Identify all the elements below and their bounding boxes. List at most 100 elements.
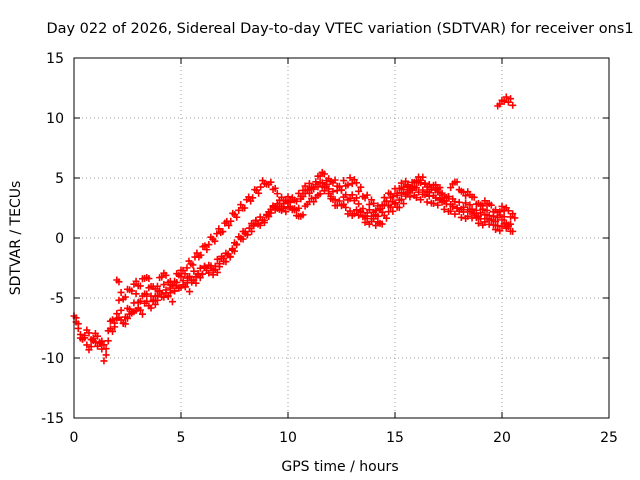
data-point	[193, 249, 201, 257]
data-point	[171, 287, 179, 295]
data-point	[205, 241, 213, 249]
x-tick-label: 20	[493, 430, 511, 446]
data-point	[209, 271, 217, 279]
data-point	[237, 235, 245, 243]
data-point	[297, 193, 305, 201]
data-point	[249, 194, 257, 202]
data-point	[79, 335, 87, 343]
data-point	[113, 310, 121, 318]
data-point	[504, 221, 512, 229]
data-point	[500, 220, 508, 228]
data-point	[196, 264, 204, 272]
data-point	[395, 184, 403, 192]
data-point	[447, 184, 455, 192]
data-point	[380, 194, 388, 202]
data-point	[211, 237, 219, 245]
data-point	[331, 176, 339, 184]
data-point	[342, 204, 350, 212]
data-point	[453, 178, 461, 186]
data-point	[213, 230, 221, 238]
data-point	[400, 200, 408, 208]
data-point	[192, 279, 200, 287]
data-point	[250, 221, 258, 229]
data-point	[233, 240, 241, 248]
data-point	[282, 208, 290, 216]
data-point	[361, 218, 369, 226]
data-point	[487, 201, 495, 209]
data-point	[201, 262, 209, 270]
data-point	[466, 201, 474, 209]
data-point	[496, 208, 504, 216]
data-point	[378, 220, 386, 228]
data-point	[153, 292, 161, 300]
data-point	[158, 273, 166, 281]
data-point	[346, 194, 354, 202]
data-point	[323, 182, 331, 190]
data-point	[282, 196, 290, 204]
data-point	[136, 282, 144, 290]
data-point	[284, 193, 292, 201]
data-point	[372, 207, 380, 215]
data-point	[89, 334, 97, 342]
data-point	[455, 198, 463, 206]
data-point	[225, 221, 233, 229]
data-point	[363, 215, 371, 223]
data-point	[201, 242, 209, 250]
data-point	[464, 212, 472, 220]
data-point	[267, 178, 275, 186]
data-point	[219, 228, 227, 236]
data-point	[350, 210, 358, 218]
data-point	[115, 296, 123, 304]
data-point	[183, 264, 191, 272]
data-point	[312, 178, 320, 186]
series-track-c	[113, 173, 519, 303]
data-point	[171, 277, 179, 285]
data-point	[100, 357, 108, 365]
data-point	[504, 207, 512, 215]
data-point	[374, 202, 382, 210]
data-point	[492, 217, 500, 225]
data-point	[111, 319, 119, 327]
data-point	[162, 271, 170, 279]
data-point	[466, 208, 474, 216]
data-point	[121, 313, 129, 321]
data-point	[85, 329, 93, 337]
data-point	[415, 188, 423, 196]
axis-ticks: 0 5 10 15 20 25 -15 -10 -5 0 5 10 15	[41, 51, 618, 446]
data-point	[335, 197, 343, 205]
data-point	[509, 210, 517, 218]
data-point	[213, 255, 221, 263]
data-point	[498, 202, 506, 210]
data-point	[425, 181, 433, 189]
data-point	[400, 183, 408, 191]
data-point	[365, 201, 373, 209]
data-point	[462, 199, 470, 207]
data-point	[147, 292, 155, 300]
data-point	[340, 177, 348, 185]
data-point	[189, 261, 197, 269]
data-point	[145, 275, 153, 283]
data-point	[359, 205, 367, 213]
data-point	[404, 188, 412, 196]
data-point	[338, 186, 345, 194]
data-point	[382, 214, 390, 222]
data-point	[449, 202, 457, 210]
data-point	[102, 345, 110, 353]
data-point	[226, 253, 234, 261]
data-point	[352, 194, 360, 202]
data-point	[213, 268, 221, 276]
data-point	[459, 208, 467, 216]
data-point	[273, 200, 281, 208]
data-point	[248, 227, 256, 235]
data-point	[190, 267, 198, 275]
data-point	[389, 207, 397, 215]
data-point	[310, 185, 318, 193]
data-point	[303, 187, 311, 195]
y-tick-label: 5	[55, 171, 64, 187]
data-point	[290, 205, 298, 213]
data-point	[186, 272, 194, 280]
data-point	[511, 214, 519, 222]
y-tick-label: 10	[46, 111, 64, 127]
data-point	[474, 219, 482, 227]
data-points	[70, 93, 519, 365]
